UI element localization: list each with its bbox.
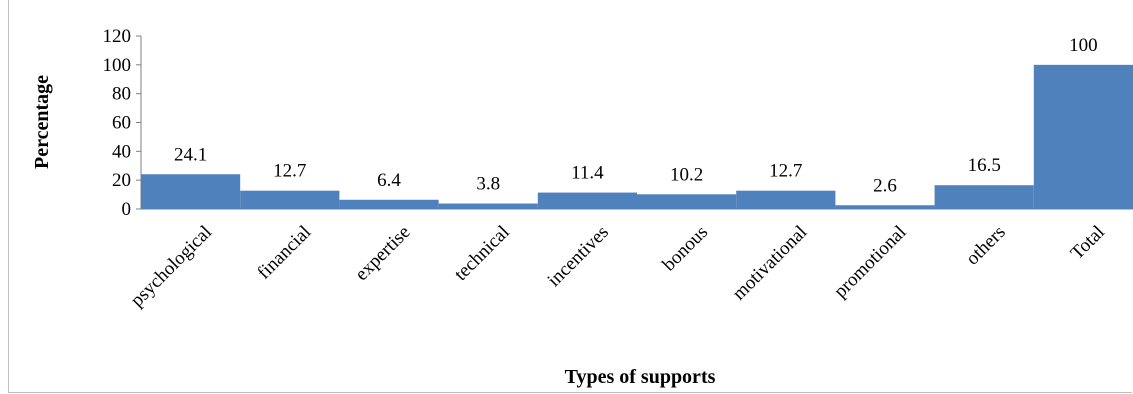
bar-expertise [339,199,439,209]
x-tick-label: Total [1067,222,1109,264]
y-tick-label: 100 [103,55,132,76]
y-tick-label: 20 [112,170,131,191]
x-tick-label: others [962,222,1010,270]
bar-others [934,185,1034,209]
bar-technical [438,203,538,209]
y-tick-label: 0 [122,199,132,220]
category-labels: psychological financial expertise technical… [127,222,1109,311]
bar-incentives [537,192,637,209]
bar-total [1033,64,1133,209]
x-tick-label: expertise [351,222,414,285]
bar-psychological [141,174,241,209]
bar-financial [240,190,340,209]
y-axis-title: Percentage [31,75,53,169]
data-label: 16.5 [968,155,1001,176]
bar-promotional [835,205,935,209]
x-tick-label: promotional [830,222,911,303]
x-tick-label: motivational [729,222,812,305]
data-label: 11.4 [571,163,604,184]
data-label: 12.7 [769,161,802,182]
data-label: 2.6 [873,175,897,196]
x-tick-label: psychological [127,222,216,311]
y-tick-label: 40 [112,141,131,162]
x-tick-label: technical [450,222,513,285]
data-label: 10.2 [670,164,703,185]
bar-bonous [637,194,737,209]
x-tick-label: bonous [658,222,712,276]
chart-frame [8,0,1132,393]
data-label: 24.1 [174,144,207,165]
x-tick-label: financial [253,222,315,284]
data-label: 6.4 [377,170,401,191]
data-label: 12.7 [273,161,306,182]
y-tick-label: 60 [112,113,131,134]
data-label: 100 [1069,35,1098,56]
x-axis-title: Types of supports [565,366,716,388]
y-tick-label: 80 [112,84,131,105]
y-tick-label: 120 [103,26,132,47]
bars [141,64,1133,209]
x-tick-label: incentives [544,222,613,291]
y-axis-ticks: 0 20 40 60 80 100 120 [103,26,141,220]
data-labels: 24.1 12.7 6.4 3.8 11.4 10.2 12.7 2.6 16.5 100 [174,35,1098,196]
data-label: 3.8 [476,174,500,195]
bar-motivational [736,190,836,209]
